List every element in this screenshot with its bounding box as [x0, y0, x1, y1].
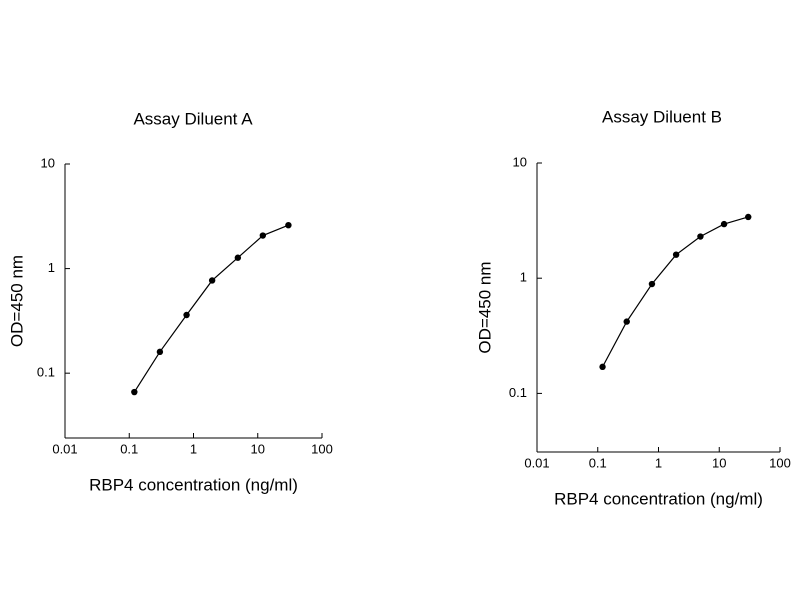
y-tick-label: 0.1: [509, 385, 527, 400]
data-point: [259, 232, 267, 239]
data-point: [285, 221, 292, 229]
y-tick-label: 10: [41, 155, 55, 170]
chart-title: Assay Diluent B: [602, 107, 722, 126]
x-tick-label: 0.1: [589, 455, 607, 470]
chart-title: Assay Diluent A: [133, 109, 253, 128]
data-point: [208, 277, 216, 284]
data-point: [672, 251, 680, 258]
y-tick-label: 1: [48, 260, 55, 275]
x-tick-label: 0.01: [524, 455, 549, 470]
x-tick-label: 1: [190, 441, 197, 456]
x-tick-label: 0.01: [52, 441, 77, 456]
data-point: [183, 311, 190, 319]
x-tick-label: 10: [251, 441, 265, 456]
x-axis-label: RBP4 concentration (ng/ml): [89, 475, 298, 494]
data-point: [623, 318, 630, 325]
x-tick-label: 1: [655, 455, 662, 470]
y-tick-label: 0.1: [37, 365, 55, 380]
x-tick-label: 100: [311, 441, 333, 456]
data-line: [602, 216, 749, 368]
data-point: [648, 280, 656, 288]
x-axis-label: RBP4 concentration (ng/ml): [554, 489, 763, 508]
data-point: [720, 220, 728, 228]
x-tick-label: 0.1: [120, 441, 138, 456]
data-point: [697, 233, 704, 240]
data-point: [745, 213, 752, 221]
data-point: [599, 363, 606, 371]
y-tick-label: 10: [513, 154, 527, 169]
y-axis-label: OD=450 nm: [475, 261, 494, 353]
y-tick-label: 1: [520, 270, 527, 285]
x-tick-label: 10: [712, 455, 726, 470]
data-point: [131, 388, 138, 396]
data-point: [234, 254, 242, 261]
x-tick-label: 100: [769, 455, 791, 470]
data-point: [156, 348, 164, 356]
y-axis-label: OD=450 nm: [7, 255, 26, 347]
data-line: [133, 224, 289, 393]
